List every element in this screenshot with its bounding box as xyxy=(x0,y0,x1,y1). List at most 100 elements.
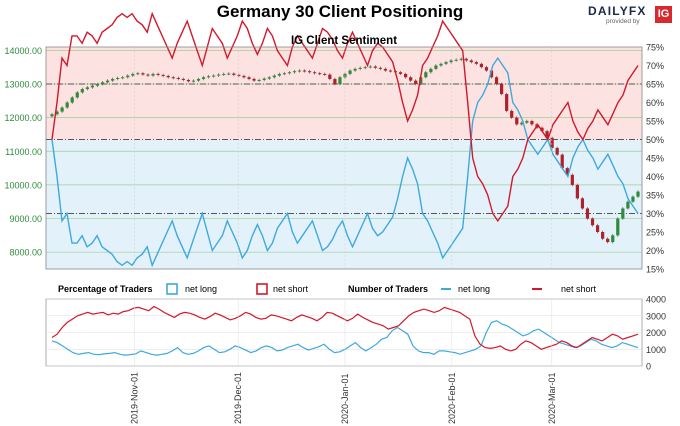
candle-body xyxy=(75,92,79,98)
date-tick-label: 2020-Feb-01 xyxy=(447,372,457,424)
candle-body xyxy=(176,77,180,79)
price-tick-label: 8000.00 xyxy=(9,248,42,258)
candle-body xyxy=(156,73,160,75)
candle-body xyxy=(287,72,292,74)
candle-body xyxy=(510,110,514,118)
candle-body xyxy=(100,82,105,84)
candle-body xyxy=(181,78,185,80)
candle-body xyxy=(257,79,261,81)
candle-body xyxy=(429,68,433,73)
candle-body xyxy=(232,73,236,75)
candle-body xyxy=(631,196,635,202)
legend-num-long: net long xyxy=(458,284,490,294)
candle-body xyxy=(590,218,595,226)
candle-body xyxy=(60,107,64,112)
percent-tick-label: 75% xyxy=(646,43,664,53)
candle-body xyxy=(217,74,221,76)
candle-body xyxy=(292,71,297,73)
candle-body xyxy=(616,218,620,236)
reference-lines xyxy=(46,83,642,214)
candle-body xyxy=(454,59,458,61)
candle-body xyxy=(555,147,559,155)
candle-body xyxy=(540,127,544,132)
date-tick-label: 2020-Mar-01 xyxy=(547,372,557,424)
candle-body xyxy=(277,73,281,76)
candle-body xyxy=(297,70,302,72)
candle-body xyxy=(267,77,271,79)
candle-body xyxy=(464,58,468,61)
legend-pct-title: Percentage of Traders xyxy=(58,284,153,294)
candle-body xyxy=(444,62,448,64)
candle-body xyxy=(131,73,135,76)
legend-pct-short: net short xyxy=(273,284,309,294)
candle-body xyxy=(409,77,413,81)
price-candles xyxy=(50,57,640,244)
candle-body xyxy=(65,102,69,108)
date-axis: 2019-Nov-01 2019-Dec-01 2020-Jan-01 2020-Fe… xyxy=(130,47,557,424)
candle-body xyxy=(545,131,549,138)
candle-body xyxy=(484,67,489,71)
candle-body xyxy=(116,77,120,79)
date-tick-label: 2019-Nov-01 xyxy=(130,372,140,424)
candle-body xyxy=(126,75,130,78)
candle-body xyxy=(348,70,352,74)
candle-body xyxy=(479,63,483,68)
chart-title: Germany 30 Client Positioning xyxy=(216,2,464,21)
candle-body xyxy=(469,60,473,63)
candle-body xyxy=(525,121,529,123)
candle-body xyxy=(363,67,367,69)
candle-body xyxy=(338,77,342,84)
candle-body xyxy=(621,208,625,219)
candle-body xyxy=(237,74,241,76)
candle-body xyxy=(146,74,150,76)
candle-body xyxy=(282,73,286,75)
candle-body xyxy=(611,235,615,243)
percent-tick-label: 65% xyxy=(646,80,664,90)
candle-body xyxy=(439,63,443,66)
candle-body xyxy=(252,78,256,81)
candle-body xyxy=(166,75,170,78)
candle-body xyxy=(560,154,564,169)
candle-body xyxy=(489,70,494,78)
price-tick-label: 11000.00 xyxy=(5,147,42,157)
candle-body xyxy=(500,84,504,95)
count-tick-label: 2000 xyxy=(646,328,666,338)
candle-body xyxy=(378,67,382,69)
legend-num-title: Number of Traders xyxy=(348,284,428,294)
legend-num-short: net short xyxy=(561,284,597,294)
candle-body xyxy=(302,70,307,72)
candle-body xyxy=(272,75,276,78)
candle-body xyxy=(95,84,100,86)
candle-body xyxy=(80,89,84,93)
candle-body xyxy=(459,58,463,60)
lower-bg xyxy=(46,139,642,269)
legend-pct-long: net long xyxy=(185,284,217,294)
percent-axis-ticks: 15% 20% 25% 30% 35% 40% 45% 50% 55% 60% 65% 70% 75% xyxy=(646,43,664,275)
count-axis-ticks: 0 1000 2000 3000 4000 xyxy=(646,295,666,372)
percent-tick-label: 55% xyxy=(646,117,664,127)
candle-body xyxy=(474,62,478,64)
candle-body xyxy=(505,94,509,111)
candle-body xyxy=(494,77,499,84)
candle-body xyxy=(383,68,388,71)
upper-bg xyxy=(46,47,642,140)
candle-body xyxy=(565,168,569,175)
upper-frame xyxy=(45,46,643,270)
candle-body xyxy=(201,77,206,79)
price-tick-label: 9000.00 xyxy=(9,214,42,224)
percent-tick-label: 15% xyxy=(646,265,664,275)
candle-body xyxy=(388,70,393,72)
date-tick-label: 2020-Jan-01 xyxy=(340,373,350,424)
candle-body xyxy=(424,72,428,78)
trader-count-panel: 0 1000 2000 3000 4000 xyxy=(45,295,666,372)
candle-body xyxy=(328,74,332,79)
count-tick-label: 3000 xyxy=(646,311,666,321)
candle-body xyxy=(151,73,155,76)
candle-body xyxy=(373,66,377,68)
candle-body xyxy=(626,201,630,209)
candle-body xyxy=(242,75,246,78)
percent-tick-label: 25% xyxy=(646,228,664,238)
candle-body xyxy=(404,73,408,78)
legend-pct-short-swatch xyxy=(256,283,268,295)
percent-tick-label: 35% xyxy=(646,191,664,201)
